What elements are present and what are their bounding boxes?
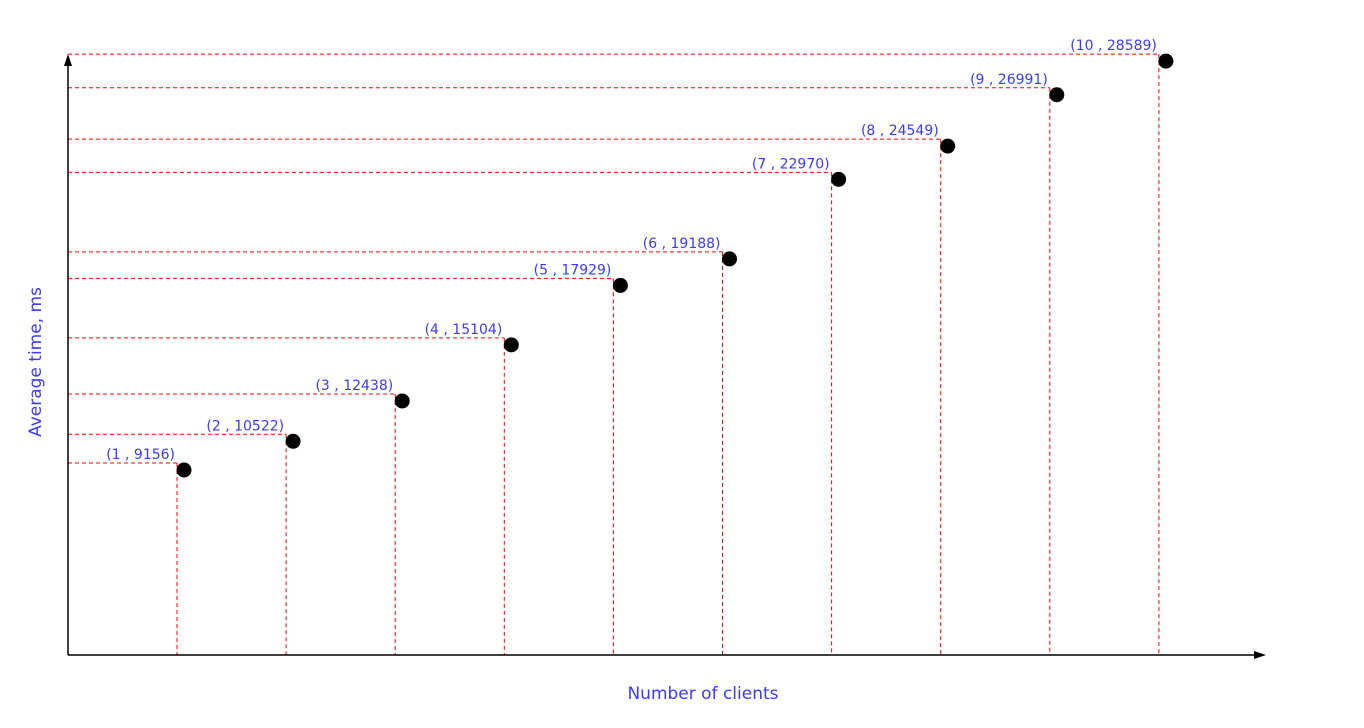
data-point — [394, 393, 410, 409]
data-points — [176, 53, 1174, 478]
data-point — [831, 171, 847, 187]
data-point — [176, 462, 192, 478]
data-point-label: (5 , 17929) — [534, 262, 612, 278]
data-point — [722, 251, 737, 267]
data-point — [940, 138, 956, 154]
data-point-label: (9 , 26991) — [970, 72, 1048, 88]
data-point-label: (4 , 15104) — [425, 322, 503, 338]
x-axis-title: Number of clients — [627, 684, 778, 704]
axes — [64, 54, 1266, 659]
data-point-label: (1 , 9156) — [106, 447, 175, 463]
guide-lines — [68, 53, 1160, 655]
y-axis-title: Average time, ms — [26, 287, 46, 437]
data-point-label: (7 , 22970) — [752, 156, 830, 172]
data-point-label: (2 , 10522) — [206, 418, 284, 434]
data-point-label: (6 , 19188) — [643, 236, 721, 252]
data-point — [1158, 53, 1174, 69]
data-point-label: (8 , 24549) — [861, 123, 939, 139]
y-axis-arrow — [64, 54, 72, 66]
data-point — [285, 433, 301, 449]
data-point — [503, 337, 519, 353]
data-labels: (1 , 9156) (2 , 10522) (3 , 12438) (4 , 151… — [106, 38, 1157, 463]
data-point-label: (3 , 12438) — [315, 378, 393, 394]
data-point — [612, 277, 628, 293]
data-point — [1049, 87, 1065, 103]
x-axis-arrow — [1254, 651, 1266, 659]
data-point-label: (10 , 28589) — [1070, 38, 1157, 54]
